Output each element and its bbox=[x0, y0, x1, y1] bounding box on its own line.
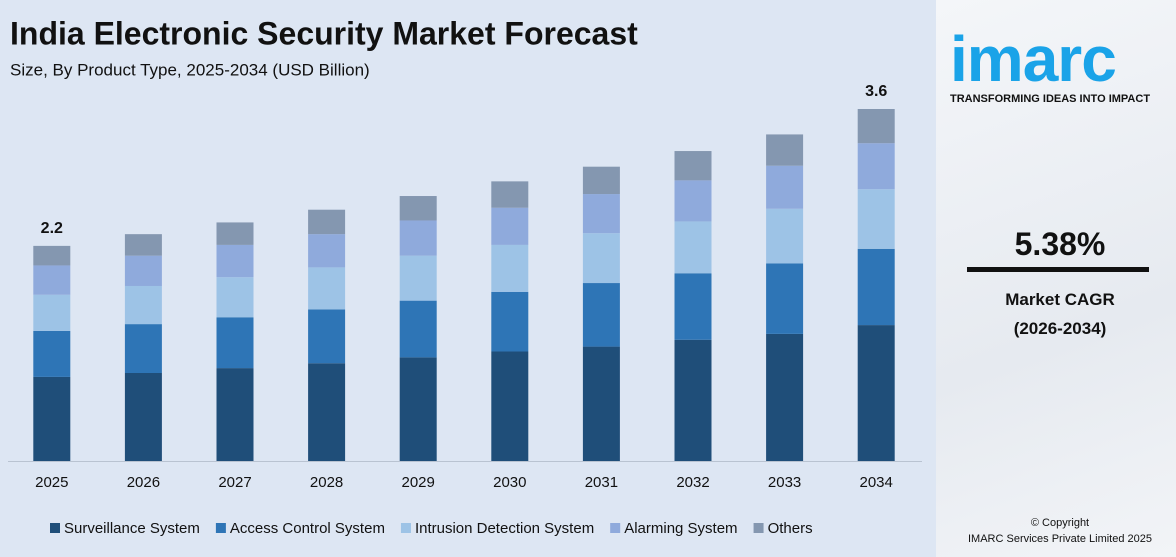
bar-segment bbox=[582, 346, 620, 461]
bar-segment bbox=[33, 376, 71, 461]
legend-swatch bbox=[50, 523, 60, 533]
x-tick-label: 2026 bbox=[127, 474, 160, 491]
bar-segment bbox=[491, 291, 529, 352]
bar-segment bbox=[399, 300, 437, 358]
bar-segment bbox=[124, 234, 162, 256]
bar-segment bbox=[399, 196, 437, 221]
bar-segment bbox=[308, 267, 346, 310]
bar-segment bbox=[582, 166, 620, 195]
bar-segment bbox=[491, 181, 529, 208]
bar-segment bbox=[308, 209, 346, 235]
bar-segment bbox=[582, 233, 620, 284]
bar-segment bbox=[33, 245, 71, 266]
legend-swatch bbox=[400, 523, 411, 533]
bar-segment bbox=[216, 277, 254, 318]
bar-segment bbox=[216, 317, 254, 369]
company: IMARC Services Private Limited 2025 bbox=[967, 533, 1152, 545]
x-tick-label: 2034 bbox=[860, 474, 893, 491]
bar-segment bbox=[857, 109, 895, 144]
chart-title: India Electronic Security Market Forecas… bbox=[10, 15, 638, 51]
legend-swatch bbox=[753, 523, 764, 533]
x-tick-label: 2030 bbox=[493, 474, 526, 491]
bar-segment bbox=[33, 294, 71, 331]
legend-label: Surveillance System bbox=[64, 520, 200, 537]
legend-label: Others bbox=[768, 520, 813, 537]
cagr-value: 5.38% bbox=[1014, 226, 1106, 262]
bar-segment bbox=[399, 255, 437, 301]
bar-segment bbox=[857, 248, 895, 326]
bar-segment bbox=[308, 363, 346, 461]
bar-segment bbox=[491, 207, 529, 245]
x-tick-label: 2032 bbox=[676, 474, 709, 491]
x-tick-label: 2031 bbox=[585, 474, 618, 491]
bar-segment bbox=[399, 220, 437, 256]
bar-segment bbox=[582, 194, 620, 234]
cagr-label: Market CAGR (2026-2034) bbox=[936, 285, 1176, 343]
bar-segment bbox=[491, 244, 529, 292]
tagline: TRANSFORMING IDEAS INTO IMPACT bbox=[950, 93, 1151, 105]
x-tick-label: 2029 bbox=[402, 474, 435, 491]
copyright-text: © Copyright bbox=[1030, 517, 1090, 529]
cagr-period: (2026-2034) bbox=[1013, 319, 1107, 338]
copyright: © Copyright IMARC Services Private Limite… bbox=[936, 515, 1176, 547]
bar-segment bbox=[766, 208, 804, 264]
bar-segment bbox=[216, 244, 254, 278]
bar-segment bbox=[491, 351, 529, 461]
logo: imarc bbox=[950, 23, 1117, 95]
x-tick-label: 2025 bbox=[35, 474, 68, 491]
sidebar: imarc TRANSFORMING IDEAS INTO IMPACT 5.3… bbox=[936, 0, 1176, 557]
bar-segment bbox=[674, 221, 712, 274]
bar-segment bbox=[766, 134, 804, 166]
legend-swatch bbox=[215, 523, 226, 533]
bar-segment bbox=[857, 143, 895, 190]
bar-segment bbox=[216, 222, 254, 245]
bar-segment bbox=[216, 368, 254, 461]
bar-segment bbox=[674, 273, 712, 340]
bar-segment bbox=[33, 330, 71, 377]
x-tick-label: 2028 bbox=[310, 474, 343, 491]
bar-segment bbox=[399, 357, 437, 461]
legend-swatch bbox=[610, 523, 621, 533]
chart: India Electronic Security Market Forecas… bbox=[0, 0, 936, 557]
total-label: 2.2 bbox=[41, 220, 63, 237]
chart-subtitle: Size, By Product Type, 2025-2034 (USD Bi… bbox=[10, 60, 370, 79]
cagr-label-text: Market CAGR bbox=[1005, 290, 1115, 309]
total-label: 3.6 bbox=[865, 83, 887, 100]
bar-segment bbox=[308, 309, 346, 364]
bar-segment bbox=[124, 255, 162, 286]
bar-segment bbox=[674, 180, 712, 222]
bar-segment bbox=[33, 265, 71, 295]
bar-segment bbox=[766, 263, 804, 334]
divider bbox=[967, 267, 1149, 272]
bar-segment bbox=[582, 283, 620, 347]
bar-segment bbox=[124, 285, 162, 325]
legend-label: Intrusion Detection System bbox=[415, 520, 594, 537]
bar-segment bbox=[766, 165, 804, 209]
bar-segment bbox=[124, 373, 162, 461]
bar-segment bbox=[766, 333, 804, 461]
x-tick-label: 2027 bbox=[218, 474, 251, 491]
x-tick-label: 2033 bbox=[768, 474, 801, 491]
bar-segment bbox=[124, 324, 162, 373]
bar-segment bbox=[857, 189, 895, 249]
legend-label: Alarming System bbox=[624, 520, 737, 537]
bar-segment bbox=[857, 325, 895, 461]
bar-segment bbox=[674, 339, 712, 461]
bar-segment bbox=[674, 151, 712, 181]
bar-segment bbox=[308, 234, 346, 268]
legend-label: Access Control System bbox=[230, 520, 385, 537]
